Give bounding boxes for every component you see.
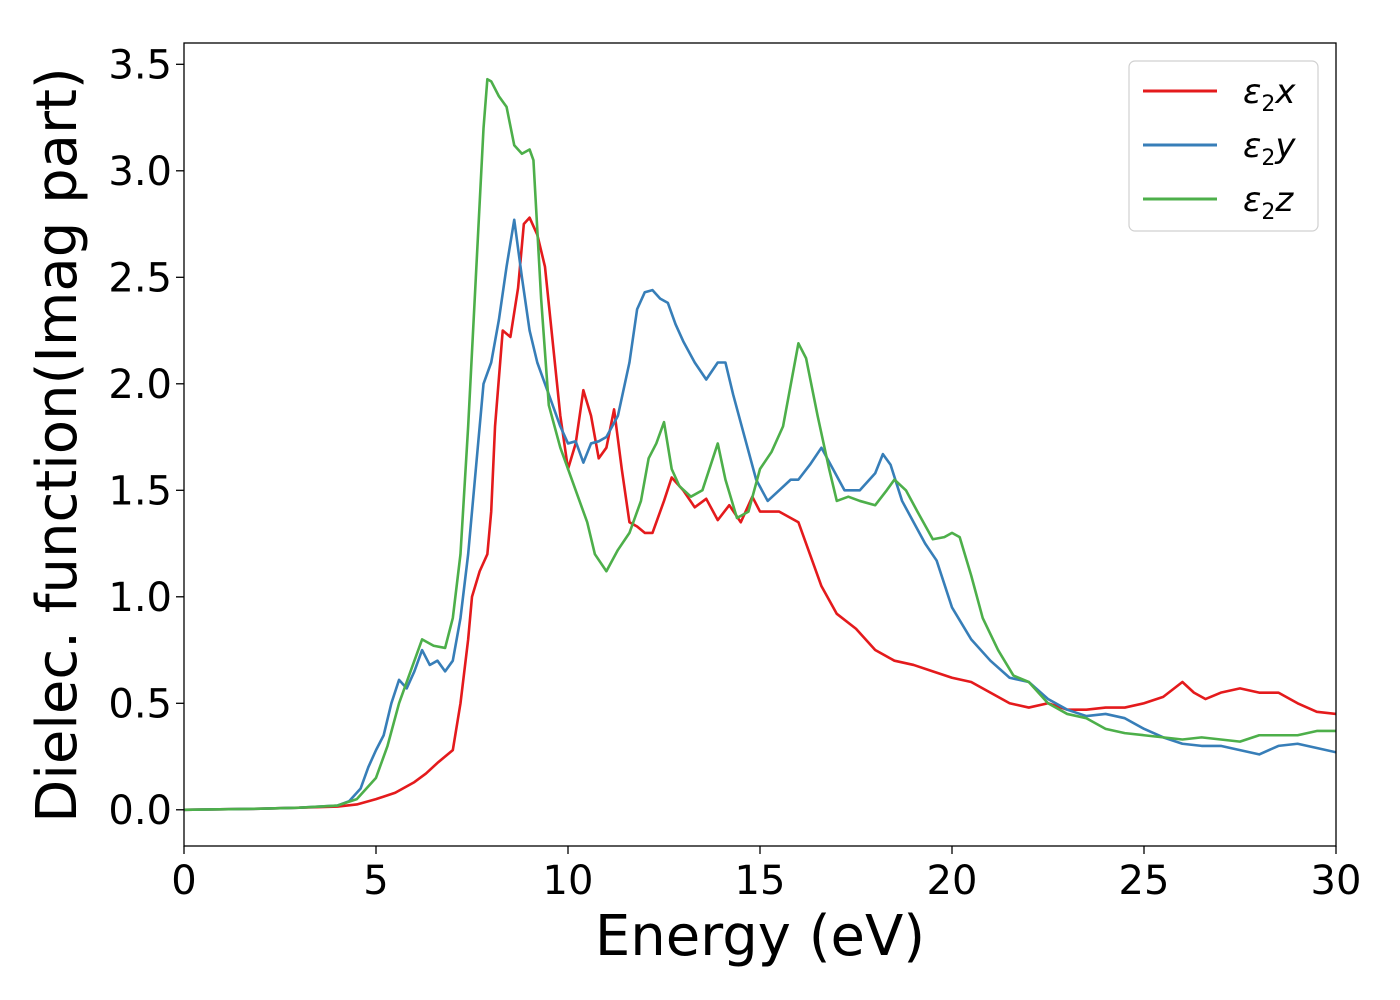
x-tick-label: 15 [735, 858, 786, 904]
x-tick-label: 10 [543, 858, 594, 904]
x-tick-label: 0 [171, 858, 196, 904]
y-tick-label: 0.5 [108, 681, 172, 727]
x-tick-label: 20 [927, 858, 978, 904]
y-tick-label: 0.0 [108, 788, 172, 834]
y-tick-label: 3.0 [108, 149, 172, 195]
legend-label-x: ε2x [1243, 72, 1296, 117]
y-tick-label: 2.0 [108, 362, 172, 408]
series-line-z [184, 77, 1336, 812]
series-layer [184, 77, 1336, 812]
y-axis: 0.0 0.5 1.0 1.5 2.0 2.5 3.0 3.5 [108, 42, 184, 834]
legend-label-y: ε2y [1243, 126, 1296, 171]
legend: ε2x ε2y ε2z [1128, 60, 1319, 232]
y-tick-label: 2.5 [108, 255, 172, 301]
x-tick-label: 25 [1119, 858, 1170, 904]
x-axis-label: Energy (eV) [595, 904, 925, 969]
y-tick-label: 1.5 [108, 468, 172, 514]
x-tick-label: 30 [1311, 858, 1362, 904]
y-axis-label: Dielec. function(Imag part) [25, 67, 90, 823]
series-line-y [184, 218, 1336, 812]
y-tick-label: 3.5 [108, 42, 172, 88]
legend-box [1128, 60, 1319, 232]
x-axis: 0 5 10 15 20 25 30 [171, 846, 1361, 904]
legend-label-z: ε2z [1243, 180, 1294, 225]
series-line-x [184, 216, 1336, 812]
y-tick-label: 1.0 [108, 575, 172, 621]
x-tick-label: 5 [363, 858, 388, 904]
